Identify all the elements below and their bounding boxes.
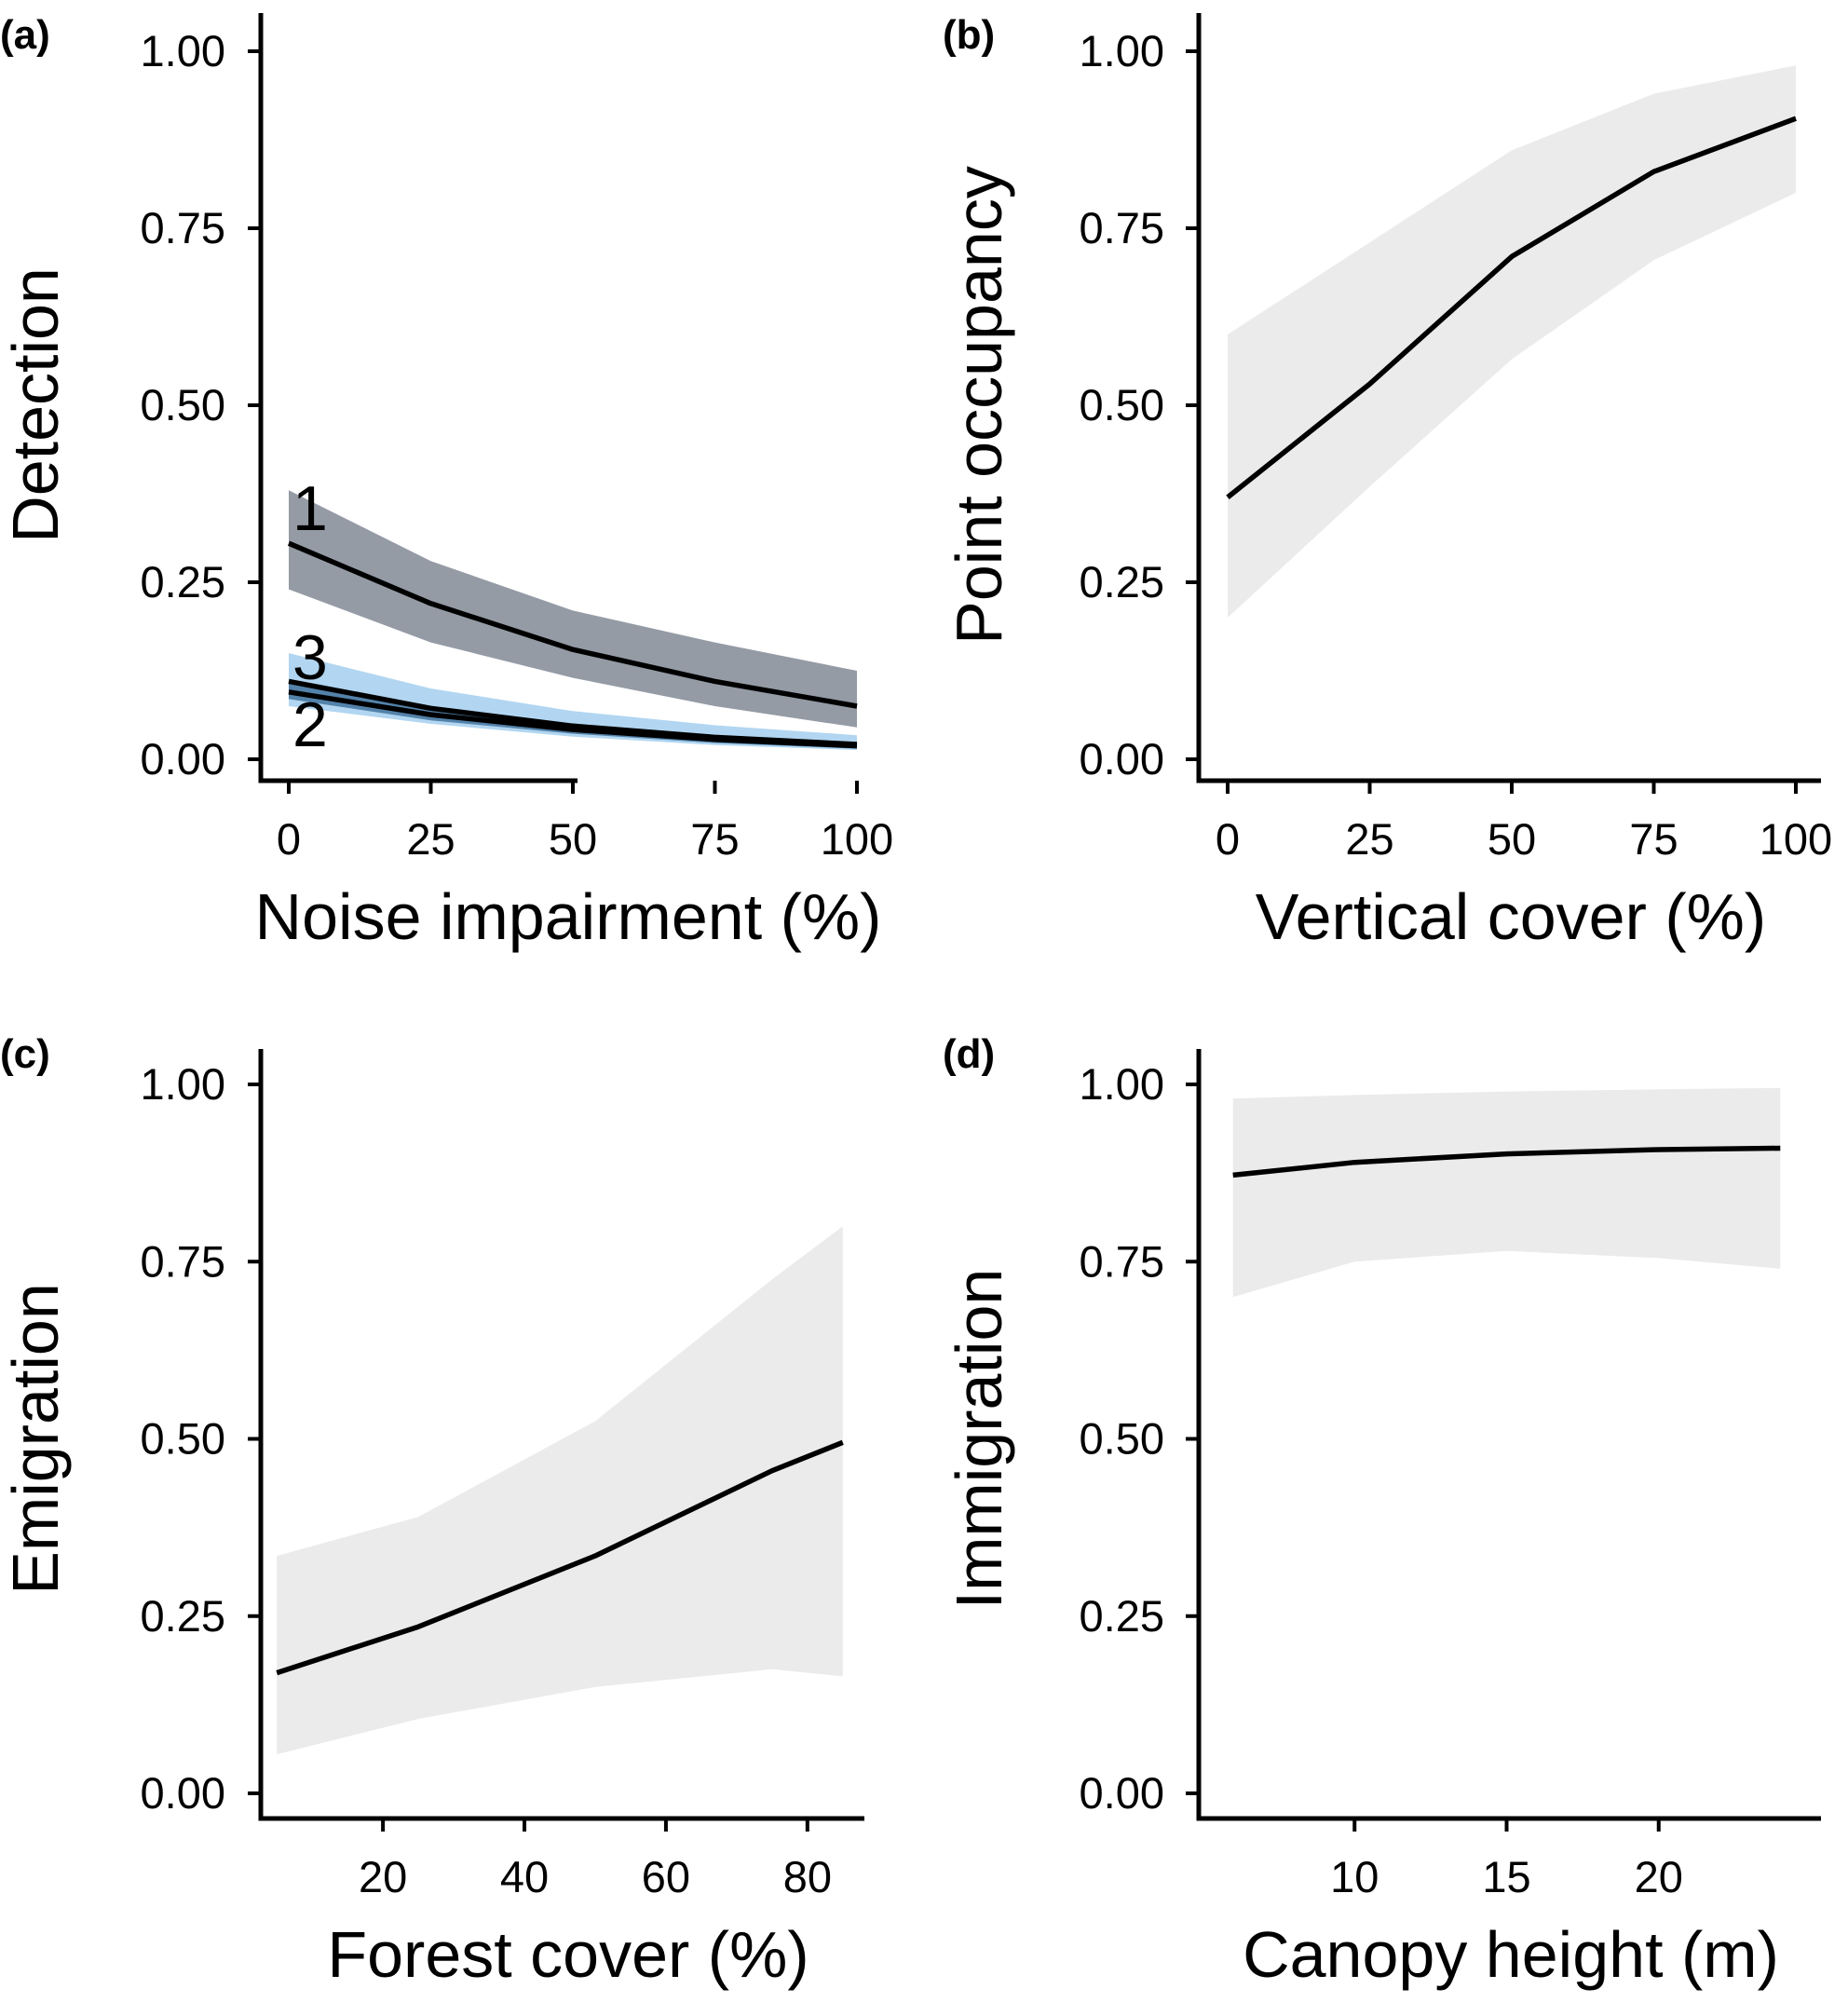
- panel-label-a: (a): [0, 12, 50, 58]
- series-label-a-2: 2: [292, 689, 328, 760]
- line-a-series-0: [287, 540, 858, 709]
- y-tick-label-a-0: 0.00: [141, 734, 225, 783]
- y-axis-title-c: Emigration: [0, 1283, 72, 1595]
- y-tick-label-b-1: 0.25: [1080, 557, 1164, 606]
- panel-d: 0.00 0.25 0.50 0.75 1.00 10 15 20 Canopy height …: [943, 1031, 1821, 1991]
- series-label-a-1: 3: [292, 622, 328, 693]
- y-axis-title-b: Point occupancy: [943, 166, 1015, 645]
- x-tick-label-a-2: 50: [549, 814, 597, 864]
- y-tick-label-b-4: 1.00: [1080, 26, 1164, 75]
- y-tick-label-a-4: 1.00: [141, 26, 225, 75]
- band-d-series-0: [1232, 1087, 1781, 1298]
- y-tick-label-d-3: 0.75: [1080, 1236, 1164, 1286]
- x-axis-title-d: Canopy height (m): [1243, 1918, 1779, 1991]
- x-tick-label-a-0: 0: [277, 814, 301, 864]
- band-a-series-1: [289, 653, 857, 751]
- y-tick-label-a-2: 0.50: [141, 380, 225, 429]
- y-tick-label-b-3: 0.75: [1080, 203, 1164, 252]
- y-axis-title-a: Detection: [0, 267, 72, 543]
- panel-b: 0.00 0.25 0.50 0.75 1.00 0 25 50 75 100 Vertical c…: [943, 12, 1832, 953]
- band-a-series-0: [289, 490, 857, 728]
- band-b-series-0: [1228, 65, 1796, 618]
- x-tick-label-d-1: 15: [1482, 1852, 1530, 1901]
- y-tick-label-b-0: 0.00: [1080, 734, 1164, 783]
- x-tick-label-a-1: 25: [406, 814, 455, 864]
- y-axis-title-d: Immigration: [943, 1269, 1015, 1610]
- x-tick-label-d-2: 20: [1635, 1852, 1683, 1901]
- y-tick-label-c-4: 1.00: [141, 1059, 225, 1109]
- line-b-series-0: [1226, 116, 1797, 499]
- x-tick-label-a-4: 100: [821, 814, 893, 864]
- y-tick-label-d-4: 1.00: [1080, 1059, 1164, 1109]
- panel-c: 0.00 0.25 0.50 0.75 1.00 20 40 60 80 Forest cover…: [0, 1031, 864, 1991]
- y-tick-label-c-0: 0.00: [141, 1768, 225, 1818]
- panel-a: 0.00 0.25 0.50 0.75 1.00 0 25 50 75 100 Noise impa…: [0, 12, 893, 953]
- y-tick-label-a-3: 0.75: [141, 203, 225, 252]
- x-tick-label-c-3: 80: [783, 1852, 832, 1901]
- x-tick-label-d-0: 10: [1330, 1852, 1379, 1901]
- x-axis-title-a: Noise impairment (%): [255, 880, 882, 953]
- y-tick-label-c-1: 0.25: [141, 1591, 225, 1641]
- series-label-a-0: 1: [292, 473, 328, 544]
- y-tick-label-d-0: 0.00: [1080, 1768, 1164, 1818]
- x-tick-label-c-0: 20: [359, 1852, 407, 1901]
- line-c-series-0: [276, 1439, 844, 1676]
- x-tick-label-b-0: 0: [1216, 814, 1240, 864]
- y-tick-label-a-1: 0.25: [141, 557, 225, 606]
- y-tick-label-b-2: 0.50: [1080, 380, 1164, 429]
- panel-label-c: (c): [0, 1031, 50, 1077]
- x-tick-label-b-2: 50: [1488, 814, 1536, 864]
- x-tick-label-c-1: 40: [500, 1852, 549, 1901]
- x-tick-label-a-3: 75: [690, 814, 739, 864]
- x-axis-title-c: Forest cover (%): [327, 1918, 808, 1991]
- x-tick-label-b-1: 25: [1345, 814, 1393, 864]
- line-a-series-2: [288, 689, 858, 749]
- y-tick-label-d-1: 0.25: [1080, 1591, 1164, 1641]
- x-tick-label-c-2: 60: [642, 1852, 690, 1901]
- band-c-series-0: [277, 1226, 843, 1755]
- y-tick-label-c-3: 0.75: [141, 1236, 225, 1286]
- x-axis-title-b: Vertical cover (%): [1256, 880, 1766, 953]
- x-tick-label-b-4: 100: [1760, 814, 1832, 864]
- line-d-series-0: [1232, 1145, 1781, 1178]
- panel-label-b: (b): [943, 12, 995, 58]
- y-tick-label-d-2: 0.50: [1080, 1414, 1164, 1464]
- y-tick-label-c-2: 0.50: [141, 1414, 225, 1464]
- x-tick-label-b-3: 75: [1629, 814, 1678, 864]
- panel-label-d: (d): [943, 1031, 995, 1077]
